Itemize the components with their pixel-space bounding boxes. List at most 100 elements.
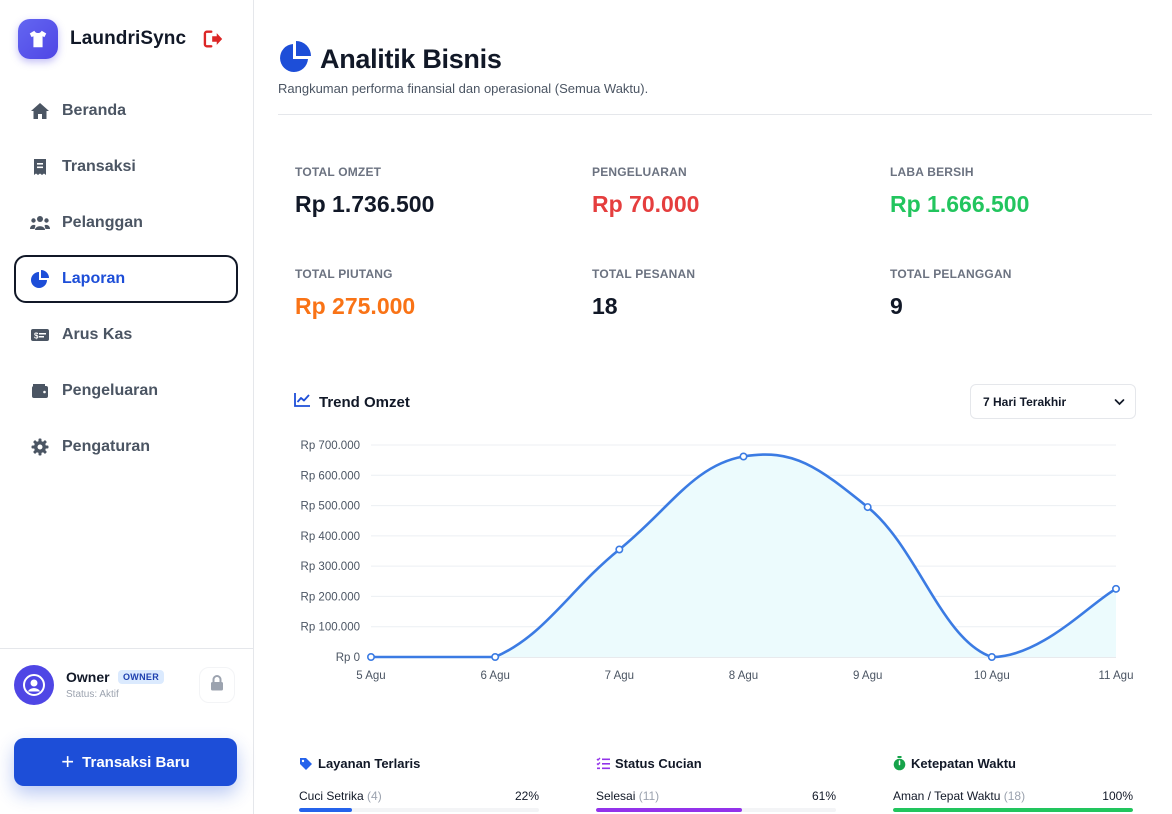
chart-title: Trend Omzet [319, 393, 410, 411]
nav-label: Laporan [62, 270, 126, 287]
progress-bar [299, 808, 539, 812]
progress-fill [893, 808, 1133, 812]
stat-label: PENGELUARAN [592, 165, 687, 179]
stat-total-pelanggan: TOTAL PELANGGAN 9 [890, 267, 1150, 320]
data-point [1111, 584, 1120, 593]
y-tick-label: Rp 100.000 [301, 622, 360, 634]
range-select-value: 7 Hari Terakhir [983, 394, 1067, 409]
nav-label: Transaksi [62, 158, 136, 175]
panel-row: Cuci Setrika (4) 22% [299, 789, 539, 803]
chart-header: Trend Omzet [294, 392, 410, 412]
x-tick-label: 8 Agu [729, 670, 758, 682]
nav-item-pengeluaran[interactable]: Pengeluaran [14, 367, 238, 415]
data-point [987, 653, 996, 662]
nav-label: Arus Kas [62, 326, 133, 343]
progress-fill [299, 808, 352, 812]
y-tick-label: Rp 600.000 [301, 470, 360, 482]
avatar [14, 665, 54, 705]
y-tick-label: Rp 200.000 [301, 591, 360, 603]
data-point [491, 653, 500, 662]
stat-laba-bersih: LABA BERSIH Rp 1.666.500 [890, 165, 1150, 218]
stat-label: LABA BERSIH [890, 165, 974, 179]
pie-chart-icon [30, 269, 50, 289]
nav-item-laporan[interactable]: Laporan [14, 255, 238, 303]
panel-percent: 22% [514, 789, 539, 803]
panel-title: Layanan Terlaris [318, 756, 421, 771]
y-tick-label: Rp 500.000 [301, 501, 360, 513]
nav-item-pelanggan[interactable]: Pelanggan [14, 199, 238, 247]
panel-title: Ketepatan Waktu [911, 756, 1016, 771]
sidebar-divider [0, 648, 253, 649]
stat-label: TOTAL PELANGGAN [890, 267, 1012, 281]
range-select[interactable]: 7 Hari Terakhir [970, 384, 1136, 419]
stat-total-piutang: TOTAL PIUTANG Rp 275.000 [295, 267, 555, 320]
stat-label: TOTAL PESANAN [592, 267, 696, 281]
stat-total-pesanan: TOTAL PESANAN 18 [592, 267, 852, 320]
new-transaction-button[interactable]: + Transaksi Baru [14, 738, 237, 786]
nav-item-transaksi[interactable]: Transaksi [14, 143, 238, 191]
role-badge: OWNER [118, 670, 164, 684]
data-point [863, 503, 872, 512]
panel-item: Cuci Setrika [299, 789, 364, 803]
wallet-icon [30, 381, 50, 401]
shirt-icon [18, 19, 58, 59]
panel-header: Ketepatan Waktu [893, 756, 1133, 771]
new-transaction-label: Transaksi Baru [82, 753, 190, 771]
nav-label: Pengaturan [62, 438, 151, 455]
logout-icon[interactable] [202, 28, 226, 50]
panel-row: Selesai (11) 61% [596, 789, 836, 803]
receipt-icon [30, 157, 50, 177]
stat-value: Rp 1.736.500 [295, 191, 435, 217]
panel-title: Status Cucian [615, 756, 702, 771]
y-tick-label: Rp 700.000 [301, 440, 360, 452]
progress-bar [596, 808, 836, 812]
users-icon [30, 213, 50, 233]
panel-header: Layanan Terlaris [299, 756, 539, 771]
panel-count: (4) [367, 789, 382, 803]
y-tick-label: Rp 300.000 [301, 561, 360, 573]
nav-item-arus-kas[interactable]: $ Arus Kas [14, 311, 238, 359]
stat-value: Rp 275.000 [295, 293, 416, 319]
data-point [739, 452, 748, 461]
page-header: Analitik Bisnis [278, 40, 502, 79]
nav-label: Beranda [62, 102, 127, 119]
plus-icon: + [61, 749, 75, 774]
stopwatch-icon [893, 756, 906, 771]
home-icon [30, 101, 50, 121]
series-area [371, 454, 1116, 657]
x-tick-label: 10 Agu [974, 670, 1010, 682]
panel-row: Aman / Tepat Waktu (18) 100% [893, 789, 1133, 803]
stat-value: 9 [890, 293, 903, 319]
money-bill-icon: $ [30, 325, 50, 345]
chevron-down-icon [1114, 396, 1125, 410]
user-name: Owner [66, 669, 110, 685]
stat-value: Rp 70.000 [592, 191, 700, 217]
panel-header: Status Cucian [596, 756, 836, 771]
stat-pengeluaran: PENGELUARAN Rp 70.000 [592, 165, 852, 218]
nav-item-pengaturan[interactable]: Pengaturan [14, 423, 238, 471]
pie-chart-icon [278, 40, 312, 79]
stat-value: 18 [592, 293, 618, 319]
lock-button[interactable] [199, 667, 235, 703]
x-tick-label: 7 Agu [605, 670, 634, 682]
x-tick-label: 6 Agu [480, 670, 509, 682]
panel-percent: 100% [1102, 789, 1133, 803]
x-tick-label: 9 Agu [853, 670, 882, 682]
stat-label: TOTAL OMZET [295, 165, 382, 179]
gear-icon [30, 437, 50, 457]
panel-status-cucian: Status Cucian Selesai (11) 61% [596, 756, 836, 812]
svg-text:$: $ [34, 332, 39, 341]
data-point [615, 545, 624, 554]
user-status: Status: Aktif [66, 689, 119, 700]
panel-layanan-terlaris: Layanan Terlaris Cuci Setrika (4) 22% [299, 756, 539, 812]
progress-bar [893, 808, 1133, 812]
x-tick-label: 5 Agu [356, 670, 385, 682]
main-content: Analitik Bisnis Rangkuman performa finan… [254, 0, 1172, 814]
panel-percent: 61% [811, 789, 836, 803]
sidebar: LaundriSync Beranda Transaksi Pelanggan … [0, 0, 254, 814]
page-title: Analitik Bisnis [320, 44, 502, 74]
nav-item-beranda[interactable]: Beranda [14, 87, 238, 135]
page-subtitle: Rangkuman performa finansial dan operasi… [278, 81, 649, 96]
panel-item: Aman / Tepat Waktu [893, 789, 1001, 803]
brand: LaundriSync [18, 19, 238, 59]
